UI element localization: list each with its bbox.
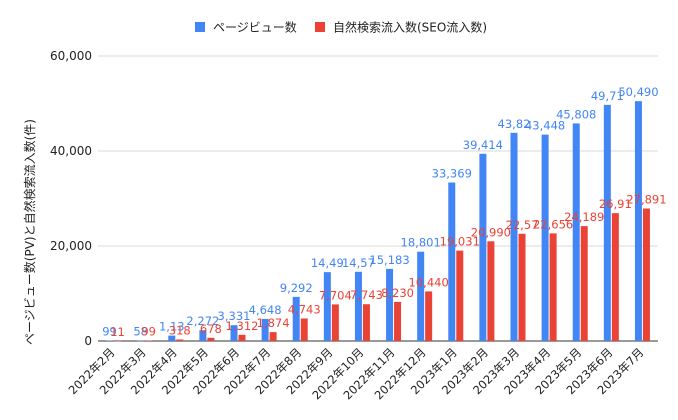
bar-seo-traffic	[580, 226, 588, 341]
legend-label-seo: 自然検索流入数(SEO流入数)	[333, 20, 487, 35]
bar-seo-traffic	[611, 213, 619, 341]
bar-seo-traffic	[642, 208, 650, 341]
data-label-seo-traffic: 7,704	[319, 288, 352, 302]
data-label-pageviews: 18,801	[401, 236, 441, 250]
bar-pageviews	[230, 325, 238, 341]
legend-swatch-seo	[315, 22, 325, 32]
data-label-seo-traffic: 10,440	[409, 275, 449, 289]
data-label-seo-traffic: 678	[200, 322, 222, 336]
bar-pageviews	[634, 101, 642, 341]
bar-pageviews	[168, 335, 176, 341]
x-axis-ticks: 2022年2月2022年3月2022年4月2022年5月2022年6月2022年…	[66, 345, 647, 402]
bar-seo-traffic	[518, 233, 526, 341]
data-label-pageviews: 2,272	[186, 314, 219, 328]
bar-pageviews	[386, 268, 394, 341]
bar-pageviews	[199, 330, 207, 341]
data-label-pageviews: 39,414	[463, 138, 503, 152]
legend: ページビュー数 自然検索流入数(SEO流入数)	[195, 20, 487, 35]
bar-seo-traffic	[394, 301, 402, 341]
data-label-seo-traffic: 24,189	[564, 210, 604, 224]
data-label-seo-traffic: 26,91	[599, 197, 632, 211]
data-label-seo-traffic: 318	[169, 323, 191, 337]
data-label-seo-traffic: 19,031	[440, 235, 480, 249]
bar-seo-traffic	[362, 304, 370, 341]
data-label-seo-traffic: 99	[141, 325, 156, 339]
bar-pageviews	[292, 296, 300, 341]
bar-seo-traffic	[207, 337, 215, 341]
bar-seo-traffic	[300, 318, 308, 341]
bar-pageviews	[541, 134, 549, 341]
bar-pageviews	[448, 182, 456, 341]
y-axis-title: ページビュー数(PV)と自然検索流入数(件)	[22, 119, 37, 345]
data-label-seo-traffic: 27,891	[626, 193, 666, 207]
legend-swatch-pv	[195, 22, 205, 32]
bar-pageviews	[510, 132, 518, 341]
bar-seo-traffic	[487, 241, 495, 341]
data-label-seo-traffic: 8,230	[381, 286, 414, 300]
data-label-pageviews: 99	[102, 325, 117, 339]
data-label-pageviews: 14,49	[311, 256, 344, 270]
y-tick-label: 60,000	[50, 49, 92, 63]
legend-label-pv: ページビュー数	[213, 20, 297, 35]
y-tick-label: 40,000	[50, 144, 92, 158]
data-label-pageviews: 43,448	[525, 119, 565, 133]
data-label-pageviews: 3,331	[218, 309, 251, 323]
bar-seo-traffic	[425, 291, 433, 341]
y-tick-label: 0	[84, 334, 92, 348]
data-label-pageviews: 14,57	[342, 256, 375, 270]
bar-pageviews	[323, 272, 331, 341]
data-label-pageviews: 9,292	[280, 281, 313, 295]
bar-seo-traffic	[456, 250, 464, 341]
data-label-pageviews: 43,82	[498, 117, 531, 131]
data-label-pageviews: 33,369	[432, 166, 472, 180]
data-label-pageviews: 49,71	[591, 89, 624, 103]
data-label-seo-traffic: 4,743	[288, 302, 321, 316]
bar-seo-traffic	[331, 304, 339, 341]
data-label-seo-traffic: 7,743	[350, 288, 383, 302]
data-label-seo-traffic: 22,656	[533, 217, 573, 231]
bar-pageviews	[137, 340, 145, 342]
bar-pageviews	[106, 340, 114, 342]
bar-pageviews	[354, 271, 362, 341]
bar-seo-traffic	[145, 340, 153, 342]
grid	[98, 55, 658, 342]
bar-pageviews	[417, 251, 425, 341]
bar-pageviews	[261, 318, 269, 341]
data-label-pageviews: 4,648	[249, 303, 282, 317]
y-tick-label: 20,000	[50, 239, 92, 253]
data-label-pageviews: 45,808	[556, 107, 596, 121]
bar-pageviews	[603, 104, 611, 341]
data-label-pageviews: 58	[133, 325, 148, 339]
bar-seo-traffic	[176, 339, 184, 341]
data-label-pageviews: 50,490	[618, 85, 658, 99]
bar-seo-traffic	[269, 332, 277, 341]
data-label-seo-traffic: 20,990	[471, 225, 511, 239]
bar-seo-traffic	[114, 340, 122, 342]
data-label-seo-traffic: 11	[110, 325, 125, 339]
data-label-seo-traffic: 1,874	[257, 316, 290, 330]
bar-pageviews	[572, 123, 580, 341]
data-label-seo-traffic: 1,312	[226, 319, 259, 333]
y-axis-ticks: 0 20,000 40,000 60,000	[50, 49, 92, 348]
data-label-seo-traffic: 22,57	[506, 218, 539, 232]
bar-seo-traffic	[549, 233, 557, 341]
bar-seo-traffic	[238, 334, 246, 341]
bars	[106, 101, 650, 342]
bar-pageviews	[479, 153, 487, 341]
data-label-pageviews: 15,183	[369, 253, 409, 267]
data-label-pageviews: 1,13	[159, 320, 185, 334]
